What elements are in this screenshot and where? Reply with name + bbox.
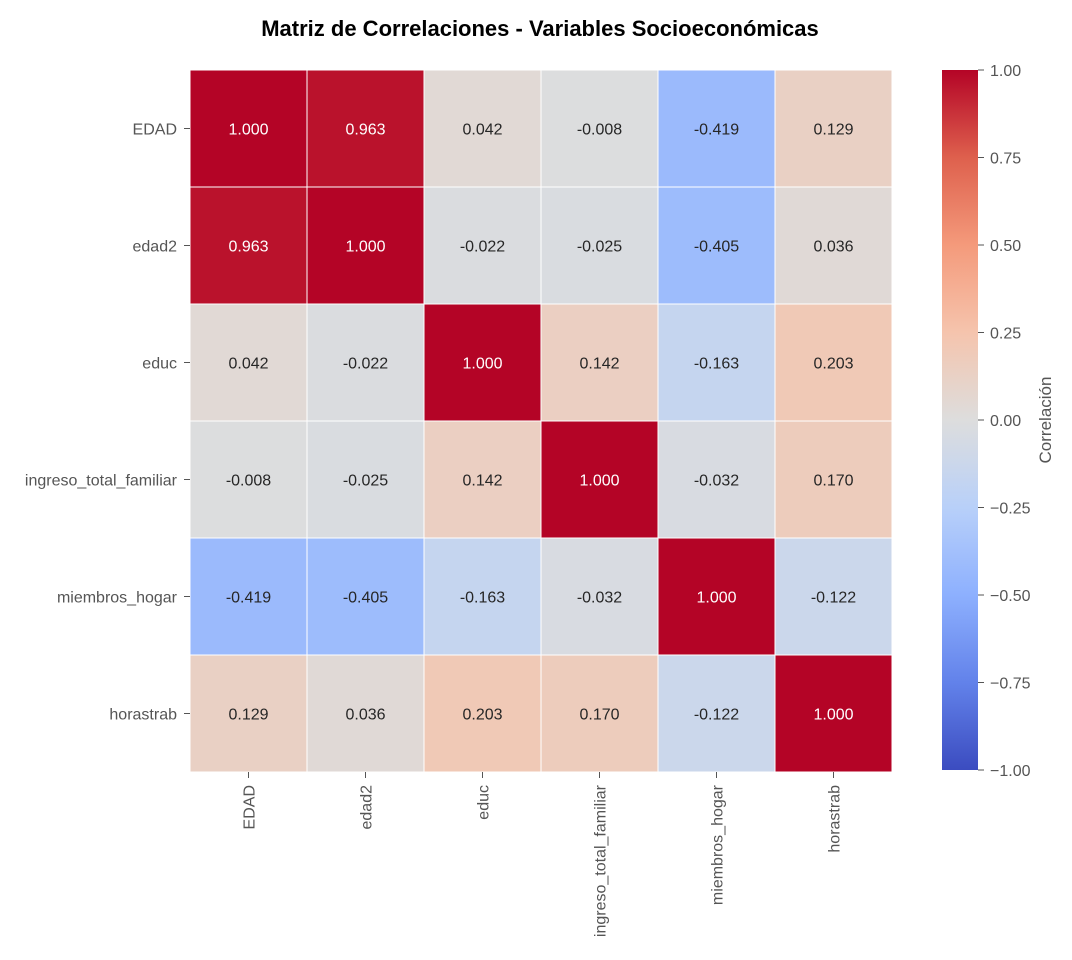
heatmap-cell	[189, 303, 308, 422]
cell-value-label: -0.163	[460, 590, 505, 607]
cell-value-label: 1.000	[813, 707, 853, 724]
row-tick-label: edad2	[133, 239, 178, 256]
cell-value-label: -0.122	[811, 590, 856, 607]
heatmap-cell	[774, 303, 893, 422]
column-tick-labels: EDAD edad2 educ ingreso_total_familiar miemb…	[242, 772, 844, 937]
chart-title: Matriz de Correlaciones - Variables Soci…	[261, 16, 819, 41]
cell-value-label: 0.036	[345, 707, 385, 724]
cell-value-label: -0.008	[226, 473, 271, 490]
heatmap-cell	[774, 420, 893, 539]
cell-value-label: 0.142	[579, 356, 619, 373]
cell-value-label: 0.142	[462, 473, 502, 490]
heatmap-cell	[540, 303, 659, 422]
colorbar: 1.00 0.75 0.50 0.25 0.00 −0.25 −0.50 −0.75 −1.00	[942, 63, 1031, 780]
heatmap-cell	[306, 420, 425, 539]
cell-value-label: 0.042	[228, 356, 268, 373]
heatmap-cell	[423, 420, 542, 539]
row-tick-label: horastrab	[109, 707, 177, 724]
cell-value-label: -0.163	[694, 356, 739, 373]
heatmap-cell	[540, 537, 659, 656]
heatmap-cell	[189, 420, 308, 539]
cell-value-label: 0.170	[579, 707, 619, 724]
cell-value-label: -0.419	[694, 122, 739, 139]
colorbar-tick-label: 0.00	[990, 413, 1021, 430]
cell-value-label: -0.008	[577, 122, 622, 139]
heatmap-cell	[189, 69, 308, 188]
heatmap-cell	[657, 537, 776, 656]
cell-value-label: 0.963	[345, 122, 385, 139]
heatmap-cell	[540, 69, 659, 188]
cell-value-label: 0.036	[813, 239, 853, 256]
heatmap-cell	[657, 654, 776, 773]
cell-value-label: 0.203	[813, 356, 853, 373]
column-tick-label: miembros_hogar	[710, 784, 727, 905]
cell-value-label: 0.042	[462, 122, 502, 139]
colorbar-label: Correlación	[1036, 377, 1055, 464]
cell-value-label: -0.025	[343, 473, 388, 490]
colorbar-tick-label: 1.00	[990, 63, 1021, 80]
heatmap-cell	[306, 186, 425, 305]
cell-value-label: -0.022	[343, 356, 388, 373]
cell-value-label: 0.170	[813, 473, 853, 490]
column-tick-label: educ	[476, 785, 493, 820]
heatmap-cell	[540, 420, 659, 539]
column-tick-label: horastrab	[827, 785, 844, 853]
cell-value-label: 1.000	[228, 122, 268, 139]
heatmap-cell	[189, 537, 308, 656]
heatmap-cell	[423, 303, 542, 422]
heatmap-cell	[306, 303, 425, 422]
heatmap-cell	[774, 69, 893, 188]
heatmap-cell	[657, 420, 776, 539]
cell-value-label: -0.025	[577, 239, 622, 256]
heatmap-cell	[423, 69, 542, 188]
colorbar-tick-label: −0.25	[990, 501, 1031, 518]
heatmap-cell	[306, 69, 425, 188]
heatmap-cell	[657, 303, 776, 422]
heatmap-cell	[774, 537, 893, 656]
cell-value-label: 1.000	[462, 356, 502, 373]
row-tick-label: EDAD	[133, 122, 177, 139]
cell-value-label: -0.405	[694, 239, 739, 256]
colorbar-tick-label: 0.75	[990, 151, 1021, 168]
cell-value-label: 0.963	[228, 239, 268, 256]
cell-value-label: -0.122	[694, 707, 739, 724]
row-tick-label: ingreso_total_familiar	[25, 473, 178, 490]
colorbar-tick-label: −1.00	[990, 763, 1031, 780]
heatmap-cell	[657, 69, 776, 188]
cell-value-label: 0.129	[813, 122, 853, 139]
cell-value-label: 1.000	[696, 590, 736, 607]
colorbar-gradient	[942, 70, 978, 770]
heatmap-cell	[540, 186, 659, 305]
row-tick-label: miembros_hogar	[57, 590, 178, 607]
cell-value-label: 1.000	[345, 239, 385, 256]
colorbar-tick-label: 0.50	[990, 238, 1021, 255]
cell-value-label: 0.203	[462, 707, 502, 724]
heatmap-cell	[423, 537, 542, 656]
colorbar-tick-label: −0.75	[990, 676, 1031, 693]
row-tick-label: educ	[142, 356, 177, 373]
cell-value-label: 1.000	[579, 473, 619, 490]
heatmap-cell	[189, 654, 308, 773]
cell-value-label: -0.405	[343, 590, 388, 607]
cell-value-label: -0.022	[460, 239, 505, 256]
colorbar-tick-label: −0.50	[990, 588, 1031, 605]
heatmap-cell	[774, 654, 893, 773]
cell-value-label: -0.032	[577, 590, 622, 607]
column-tick-label: ingreso_total_familiar	[593, 784, 610, 937]
heatmap-cells: 1.000 0.963 0.042 -0.008 -0.419 0.129 0.963 1.0…	[189, 69, 893, 773]
cell-value-label: -0.419	[226, 590, 271, 607]
cell-value-label: 0.129	[228, 707, 268, 724]
heatmap-cell	[774, 186, 893, 305]
cell-value-label: -0.032	[694, 473, 739, 490]
row-tick-labels: EDAD edad2 educ ingreso_total_familiarmiemb…	[25, 122, 190, 724]
colorbar-tick-label: 0.25	[990, 326, 1021, 343]
column-tick-label: EDAD	[242, 785, 259, 829]
column-tick-label: edad2	[359, 785, 376, 830]
